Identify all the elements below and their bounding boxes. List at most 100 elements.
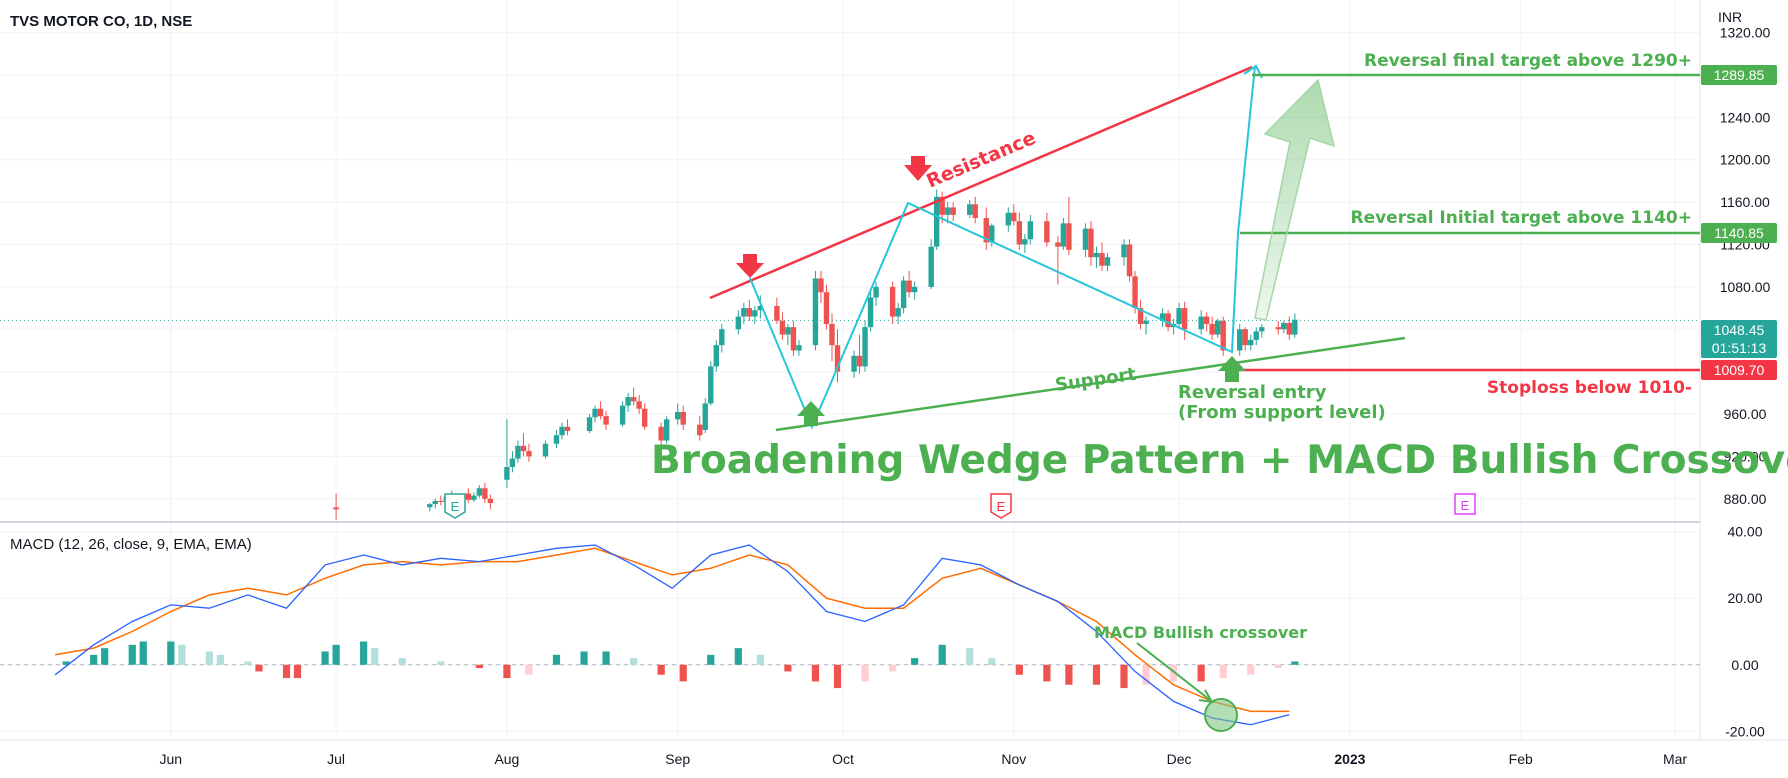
candle[interactable] bbox=[983, 207, 989, 250]
candle[interactable] bbox=[719, 323, 725, 353]
candle[interactable] bbox=[796, 339, 802, 356]
candle[interactable] bbox=[1286, 316, 1293, 340]
candle[interactable] bbox=[1082, 223, 1089, 258]
candle[interactable] bbox=[471, 492, 477, 502]
candle[interactable] bbox=[829, 313, 835, 362]
candle[interactable] bbox=[774, 297, 780, 324]
wedge-path[interactable] bbox=[749, 65, 1256, 430]
candle[interactable] bbox=[741, 302, 747, 324]
candle[interactable] bbox=[900, 276, 907, 314]
price-axis[interactable]: 1320.001280.001240.001200.001160.001120.… bbox=[1720, 25, 1771, 507]
candle[interactable] bbox=[713, 339, 719, 372]
candle[interactable] bbox=[906, 271, 912, 298]
candle[interactable] bbox=[438, 495, 444, 506]
candle[interactable] bbox=[911, 281, 918, 300]
candle[interactable] bbox=[862, 320, 868, 372]
candle[interactable] bbox=[1248, 334, 1254, 351]
support-line[interactable] bbox=[775, 336, 1406, 432]
candle[interactable] bbox=[1005, 207, 1012, 232]
candle[interactable] bbox=[1214, 318, 1221, 338]
candle[interactable] bbox=[619, 401, 626, 427]
candle[interactable] bbox=[1121, 239, 1127, 266]
candle[interactable] bbox=[1203, 312, 1210, 332]
earnings-marker[interactable]: E bbox=[444, 493, 466, 519]
candle[interactable] bbox=[658, 422, 664, 448]
candle[interactable] bbox=[432, 498, 438, 509]
candle[interactable] bbox=[1176, 302, 1182, 328]
candle[interactable] bbox=[790, 320, 797, 356]
candle[interactable] bbox=[542, 440, 549, 459]
candle[interactable] bbox=[746, 299, 753, 321]
candle[interactable] bbox=[735, 310, 742, 335]
candle[interactable] bbox=[559, 422, 565, 440]
candle[interactable] bbox=[989, 223, 995, 247]
candle[interactable] bbox=[1055, 236, 1061, 285]
candle[interactable] bbox=[515, 440, 521, 463]
candle[interactable] bbox=[1060, 218, 1067, 250]
candle[interactable] bbox=[1016, 212, 1023, 250]
candle[interactable] bbox=[1209, 316, 1215, 340]
candle[interactable] bbox=[630, 387, 637, 406]
candle[interactable] bbox=[967, 200, 973, 219]
candle[interactable] bbox=[757, 295, 764, 319]
candle[interactable] bbox=[592, 405, 598, 423]
candle[interactable] bbox=[856, 334, 863, 374]
candle[interactable] bbox=[1165, 310, 1171, 332]
candle[interactable] bbox=[889, 281, 896, 324]
candle[interactable] bbox=[851, 350, 857, 379]
candle[interactable] bbox=[526, 443, 532, 462]
pattern-drawings[interactable] bbox=[709, 64, 1700, 432]
candle[interactable] bbox=[597, 401, 604, 420]
candle[interactable] bbox=[553, 429, 560, 448]
candle[interactable] bbox=[818, 271, 824, 303]
candle[interactable] bbox=[1143, 316, 1149, 335]
candle[interactable] bbox=[482, 482, 488, 504]
candle[interactable] bbox=[823, 284, 830, 330]
candle[interactable] bbox=[520, 433, 527, 457]
candle[interactable] bbox=[663, 416, 670, 444]
candle[interactable] bbox=[1198, 310, 1204, 335]
candle[interactable] bbox=[675, 403, 681, 425]
candle[interactable] bbox=[972, 196, 978, 224]
candle[interactable] bbox=[1022, 233, 1028, 253]
candle[interactable] bbox=[1088, 221, 1094, 266]
candle[interactable] bbox=[708, 361, 714, 406]
candle[interactable] bbox=[1011, 204, 1017, 226]
candle[interactable] bbox=[1027, 214, 1034, 245]
candle[interactable] bbox=[944, 202, 951, 224]
resistance-line[interactable] bbox=[709, 65, 1253, 300]
candle[interactable] bbox=[697, 416, 703, 441]
candle[interactable] bbox=[680, 405, 686, 430]
candle[interactable] bbox=[1253, 327, 1259, 346]
candle[interactable] bbox=[586, 414, 593, 434]
candle[interactable] bbox=[1242, 327, 1248, 351]
initial-target-tag[interactable]: 1140.85 bbox=[1701, 223, 1777, 243]
candle[interactable] bbox=[1137, 299, 1144, 330]
candle[interactable] bbox=[928, 239, 934, 290]
candle[interactable] bbox=[476, 485, 483, 498]
candlestick-series[interactable] bbox=[333, 189, 1298, 520]
candle[interactable] bbox=[1237, 323, 1243, 356]
candle[interactable] bbox=[1066, 196, 1072, 256]
candle[interactable] bbox=[1292, 313, 1298, 338]
last-price-tag[interactable]: 1048.45 01:51:13 bbox=[1701, 320, 1777, 358]
candle[interactable] bbox=[603, 410, 609, 430]
candle[interactable] bbox=[785, 323, 791, 346]
candle[interactable] bbox=[504, 419, 510, 489]
macd-axis[interactable]: 40.00 20.00 0.00 -20.00 bbox=[1725, 524, 1765, 740]
candle[interactable] bbox=[625, 392, 631, 412]
candle[interactable] bbox=[950, 202, 956, 222]
macd-line[interactable] bbox=[54, 544, 1290, 726]
signal-line[interactable] bbox=[54, 547, 1290, 713]
candle[interactable] bbox=[834, 329, 841, 383]
candle[interactable] bbox=[933, 189, 940, 250]
candle[interactable] bbox=[333, 493, 339, 520]
earnings-marker[interactable]: E bbox=[990, 493, 1012, 519]
candle[interactable] bbox=[465, 488, 472, 504]
candle[interactable] bbox=[779, 312, 786, 340]
candle[interactable] bbox=[1126, 239, 1133, 282]
candle[interactable] bbox=[867, 289, 874, 332]
earnings-markers[interactable]: E E E bbox=[444, 493, 1476, 519]
final-target-tag[interactable]: 1289.85 bbox=[1701, 65, 1777, 85]
